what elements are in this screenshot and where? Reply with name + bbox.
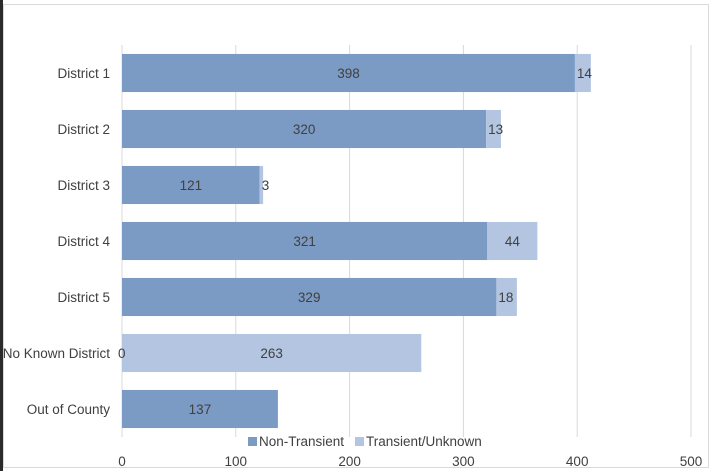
bar-transient xyxy=(259,165,264,205)
data-label: 321 xyxy=(293,234,316,249)
category-label: District 4 xyxy=(57,234,110,249)
x-tick-label: 400 xyxy=(566,454,589,469)
x-tick-label: 300 xyxy=(452,454,475,469)
bar-non-transient xyxy=(122,109,487,149)
bar-transient xyxy=(496,277,517,317)
data-label: 18 xyxy=(498,290,513,305)
legend-label-non-transient: Non-Transient xyxy=(259,434,344,449)
x-tick-label: 200 xyxy=(338,454,361,469)
legend-swatch-transient xyxy=(355,437,364,446)
category-label: District 1 xyxy=(57,66,110,81)
data-label: 44 xyxy=(505,234,521,249)
data-label: 3 xyxy=(262,178,270,193)
legend-swatch-non-transient xyxy=(248,437,257,446)
category-label: District 5 xyxy=(57,290,110,305)
data-label: 398 xyxy=(337,66,360,81)
left-edge-strip xyxy=(0,0,3,471)
bar-non-transient xyxy=(122,53,575,93)
bar-transient xyxy=(574,53,591,93)
category-label: District 2 xyxy=(57,122,110,137)
x-tick-label: 100 xyxy=(225,454,248,469)
bar-non-transient xyxy=(122,221,488,261)
category-label: District 3 xyxy=(57,178,110,193)
category-label: Out of County xyxy=(27,402,111,417)
category-label: No Known District xyxy=(3,346,111,361)
data-label: 0 xyxy=(118,346,126,361)
legend-label-transient: Transient/Unknown xyxy=(366,434,482,449)
bar-non-transient xyxy=(122,389,278,429)
data-label: 320 xyxy=(293,122,316,137)
data-label: 14 xyxy=(577,66,593,81)
data-label: 263 xyxy=(260,346,283,361)
bar-transient xyxy=(487,221,538,261)
bar-non-transient xyxy=(122,277,497,317)
bar-transient xyxy=(122,333,422,373)
data-label: 121 xyxy=(180,178,203,193)
data-label: 329 xyxy=(298,290,321,305)
x-tick-label: 500 xyxy=(680,454,703,469)
data-label: 13 xyxy=(488,122,503,137)
bar-transient xyxy=(486,109,501,149)
x-tick-label: 0 xyxy=(118,454,126,469)
data-label: 137 xyxy=(189,402,212,417)
bar-non-transient xyxy=(122,165,260,205)
